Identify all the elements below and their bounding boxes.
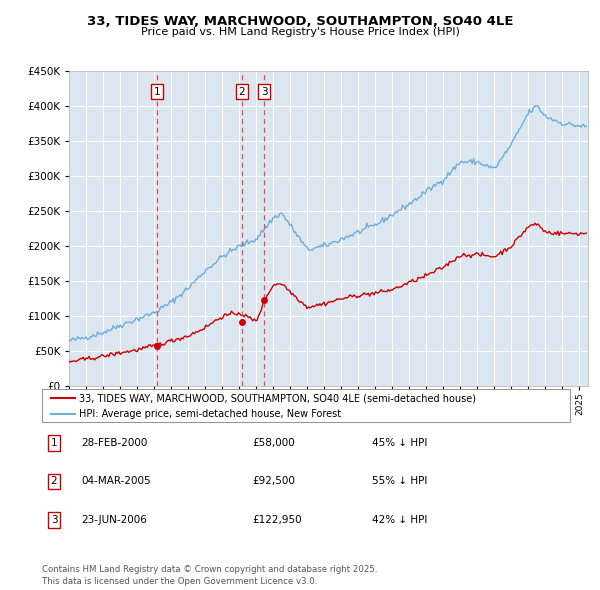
Text: 33, TIDES WAY, MARCHWOOD, SOUTHAMPTON, SO40 4LE: 33, TIDES WAY, MARCHWOOD, SOUTHAMPTON, S…: [87, 15, 513, 28]
Text: Contains HM Land Registry data © Crown copyright and database right 2025.
This d: Contains HM Land Registry data © Crown c…: [42, 565, 377, 586]
Text: 3: 3: [261, 87, 268, 97]
Text: HPI: Average price, semi-detached house, New Forest: HPI: Average price, semi-detached house,…: [79, 409, 341, 419]
Text: 2: 2: [50, 477, 58, 486]
Text: 2: 2: [239, 87, 245, 97]
Text: 33, TIDES WAY, MARCHWOOD, SOUTHAMPTON, SO40 4LE (semi-detached house): 33, TIDES WAY, MARCHWOOD, SOUTHAMPTON, S…: [79, 394, 476, 404]
Text: 55% ↓ HPI: 55% ↓ HPI: [372, 477, 427, 486]
Text: £58,000: £58,000: [252, 438, 295, 448]
Text: 1: 1: [154, 87, 160, 97]
Text: 42% ↓ HPI: 42% ↓ HPI: [372, 515, 427, 525]
Text: 04-MAR-2005: 04-MAR-2005: [81, 477, 151, 486]
Text: £122,950: £122,950: [252, 515, 302, 525]
Text: 3: 3: [50, 515, 58, 525]
Text: 28-FEB-2000: 28-FEB-2000: [81, 438, 148, 448]
Text: 45% ↓ HPI: 45% ↓ HPI: [372, 438, 427, 448]
Text: £92,500: £92,500: [252, 477, 295, 486]
Text: 1: 1: [50, 438, 58, 448]
Text: 23-JUN-2006: 23-JUN-2006: [81, 515, 147, 525]
Text: Price paid vs. HM Land Registry's House Price Index (HPI): Price paid vs. HM Land Registry's House …: [140, 27, 460, 37]
